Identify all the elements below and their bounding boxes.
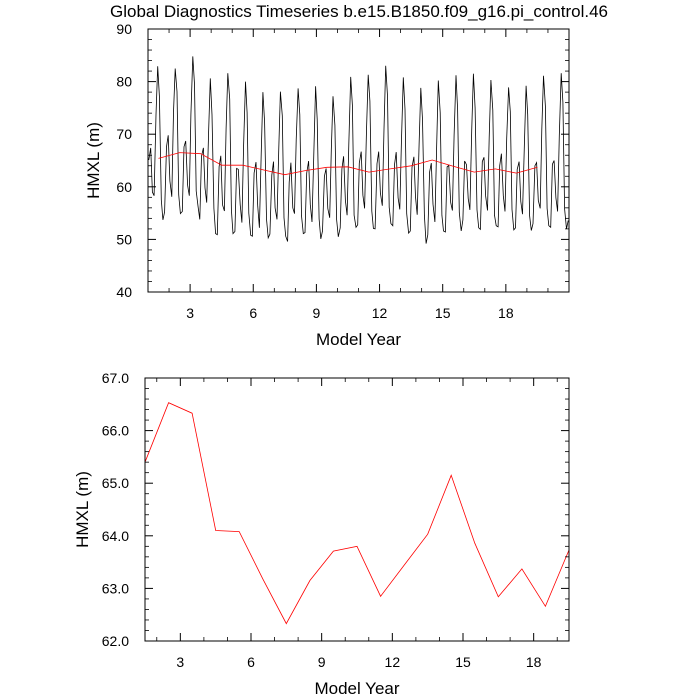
x-axis-label: Model Year [316, 330, 401, 349]
y-tick-label: 66.0 [102, 423, 129, 439]
x-tick-label: 18 [526, 654, 542, 670]
series-line-1 [158, 152, 538, 176]
y-tick-label: 62.0 [102, 633, 129, 649]
x-axis-label: Model Year [314, 679, 399, 698]
y-tick-label: 60 [116, 179, 132, 195]
y-tick-label: 80 [116, 74, 132, 90]
y-tick-label: 64.0 [102, 528, 129, 544]
y-tick-label: 50 [116, 231, 132, 247]
series-line-0 [148, 56, 569, 244]
y-tick-label: 63.0 [102, 580, 129, 596]
y-axis-label: HMXL (m) [84, 122, 103, 199]
x-tick-label: 12 [385, 654, 401, 670]
y-tick-label: 70 [116, 126, 132, 142]
x-tick-label: 9 [313, 305, 321, 321]
x-tick-label: 15 [435, 305, 451, 321]
x-tick-label: 18 [498, 305, 514, 321]
bottom-panel: 3 6 9 12 15 18 62.0 63.0 64.0 65.0 66.0 67.0 Model Y… [73, 370, 570, 698]
y-tick-label: 67.0 [102, 370, 129, 386]
axes-frame [144, 377, 570, 642]
x-tick-label: 9 [318, 654, 326, 670]
x-tick-label: 6 [249, 305, 257, 321]
top-panel: 3 6 9 12 15 18 40 50 60 70 80 90 Model Year HMXL (m) [84, 21, 570, 349]
x-tick-label: 3 [186, 305, 194, 321]
chart-title: Global Diagnostics Timeseries b.e15.B185… [110, 2, 608, 21]
x-tick-label: 15 [455, 654, 471, 670]
x-tick-label: 3 [176, 654, 184, 670]
y-tick-label: 65.0 [102, 475, 129, 491]
y-axis-label: HMXL (m) [73, 471, 92, 548]
x-tick-label: 6 [247, 654, 255, 670]
y-tick-label: 40 [116, 284, 132, 300]
series-line-0 [144, 402, 570, 625]
y-tick-label: 90 [116, 21, 132, 37]
x-tick-label: 12 [372, 305, 388, 321]
